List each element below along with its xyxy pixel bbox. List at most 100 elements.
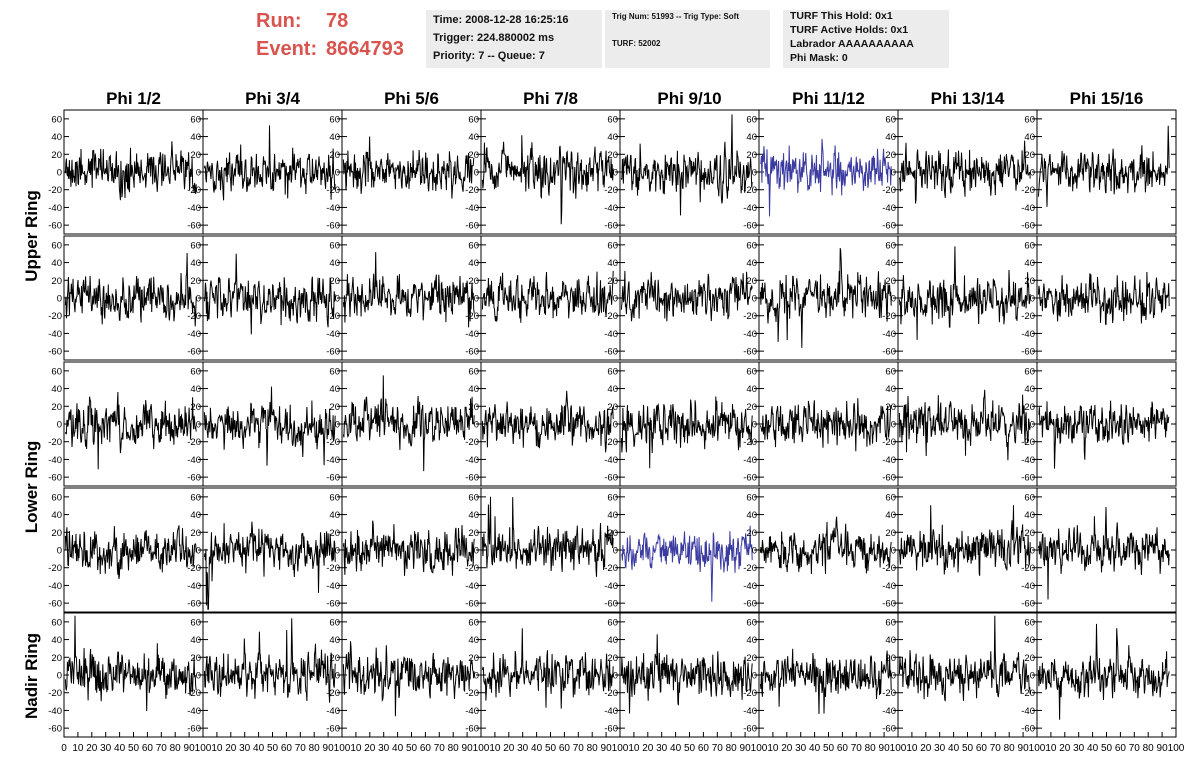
y-tick-label: 0 [752,420,757,431]
y-tick-label: 40 [51,258,62,269]
y-tick-label: 60 [746,114,757,125]
y-tick-label: -20 [187,563,201,574]
y-tick-label: 40 [329,510,340,521]
y-tick-label: 60 [746,492,757,503]
y-tick-label: -60 [48,347,62,358]
y-tick-label: 60 [51,366,62,377]
y-tick-label: 0 [891,671,896,682]
y-tick-label: -40 [1021,581,1035,592]
y-tick-label: -20 [465,563,479,574]
y-tick-label: 20 [1024,528,1035,539]
y-tick-label: 40 [1024,635,1035,646]
y-tick-label: 20 [329,653,340,664]
y-tick-label: -60 [1021,473,1035,484]
y-tick-label: 40 [885,510,896,521]
y-tick-label: 40 [885,258,896,269]
x-tick-label: 10 [906,743,918,754]
y-tick-label: 0 [335,168,340,179]
y-tick-label: -20 [187,311,201,322]
x-tick-label: 80 [865,743,877,754]
waveform-trace [1037,506,1170,600]
y-tick-label: -40 [326,455,340,466]
y-tick-label: -60 [48,599,62,610]
y-tick-label: 20 [607,150,618,161]
y-tick-label: 20 [468,276,479,287]
y-tick-label: -20 [743,688,757,699]
trig-num-text: Trig Num: 51993 -- Trig Type: Soft [612,12,739,21]
y-tick-label: 60 [51,492,62,503]
waveform-trace [342,375,475,472]
waveform-trace [759,398,892,452]
y-tick-label: -60 [604,724,618,735]
waveform-trace [898,615,1031,702]
x-tick-label: 20 [920,743,932,754]
y-tick-label: -60 [1021,347,1035,358]
y-tick-label: -40 [48,581,62,592]
y-tick-label: -20 [604,311,618,322]
y-tick-label: 60 [885,617,896,628]
waveform-trace [620,525,753,602]
y-tick-label: -60 [187,599,201,610]
y-tick-label: -20 [743,563,757,574]
x-tick-label: 70 [851,743,863,754]
y-tick-label: -60 [882,221,896,232]
run-value: 78 [326,10,349,32]
y-tick-label: -20 [465,688,479,699]
waveform-trace [64,525,197,580]
y-tick-label: 60 [329,366,340,377]
waveform-trace [898,505,1031,576]
y-tick-label: -40 [882,581,896,592]
y-tick-label: 0 [57,546,62,557]
y-tick-label: 40 [51,635,62,646]
y-tick-label: -40 [465,203,479,214]
y-tick-label: -40 [326,329,340,340]
y-tick-label: 40 [885,384,896,395]
y-tick-label: 20 [51,402,62,413]
y-tick-label: -40 [882,455,896,466]
x-tick-label: 100 [1168,743,1185,754]
y-tick-label: -20 [882,437,896,448]
x-tick-label: 60 [142,743,154,754]
y-tick-label: 60 [190,617,201,628]
waveform-trace [481,390,614,453]
turf-hold-info-box: TURF This Hold: 0x1 TURF Active Holds: 0… [783,10,949,68]
y-tick-label: 0 [57,671,62,682]
trigger-number-info-box: Trig Num: 51993 -- Trig Type: Soft TURF:… [605,10,770,68]
x-tick-label: 30 [934,743,946,754]
y-tick-label: -40 [48,455,62,466]
x-tick-label: 90 [462,743,474,754]
y-tick-label: 40 [468,510,479,521]
y-tick-label: -60 [604,473,618,484]
x-tick-label: 90 [879,743,891,754]
ring-label: Lower Ring [22,441,41,534]
y-tick-label: 40 [468,258,479,269]
y-tick-label: -20 [882,185,896,196]
x-tick-label: 90 [184,743,196,754]
y-tick-label: -20 [465,311,479,322]
y-tick-label: 60 [468,492,479,503]
y-tick-label: -60 [465,473,479,484]
y-tick-label: 0 [1030,420,1035,431]
y-tick-label: 40 [607,384,618,395]
panel-frame [1036,612,1177,738]
x-tick-label: 80 [1004,743,1016,754]
y-tick-label: -20 [48,688,62,699]
y-tick-label: 20 [885,528,896,539]
y-tick-label: 20 [468,402,479,413]
y-tick-label: 40 [607,132,618,143]
y-tick-label: -40 [1021,329,1035,340]
x-tick-label: 20 [642,743,654,754]
x-tick-label: 30 [100,743,112,754]
waveform-trace [620,634,753,714]
y-tick-label: -40 [604,329,618,340]
y-tick-label: 20 [885,402,896,413]
y-tick-label: 20 [1024,276,1035,287]
y-tick-label: -40 [743,329,757,340]
y-tick-label: -60 [187,473,201,484]
y-tick-label: 40 [746,132,757,143]
x-tick-label: 20 [225,743,237,754]
y-tick-label: 40 [468,384,479,395]
y-tick-label: -40 [882,706,896,717]
waveform-trace [759,248,892,348]
y-tick-label: 60 [1024,492,1035,503]
